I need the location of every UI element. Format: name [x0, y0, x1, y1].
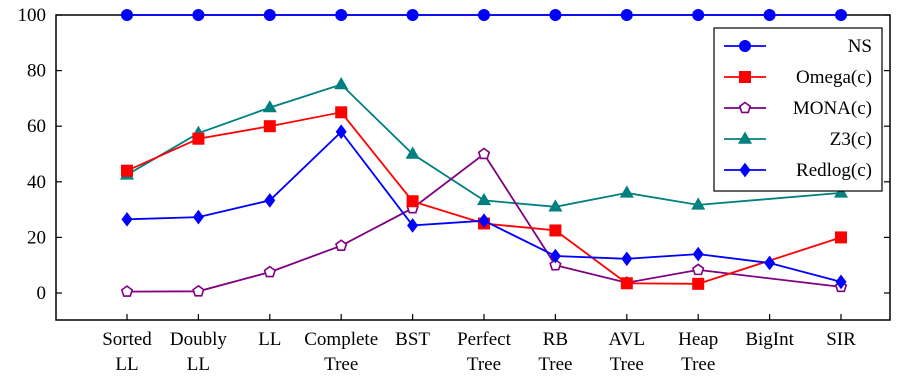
x-tick-label: Tree [681, 354, 715, 375]
point-mona-c [263, 265, 276, 278]
point-mona-c [192, 284, 205, 297]
point-ns [692, 9, 705, 21]
legend-label-redlog-c: Redlog(c) [796, 160, 872, 181]
y-tick-label: 0 [37, 283, 47, 304]
point-ns [835, 9, 847, 21]
x-tick-label: Tree [538, 354, 572, 375]
x-tick-label: LL [258, 329, 281, 350]
point-ns [549, 9, 562, 21]
series-line-z3-c [126, 83, 842, 208]
point-redlog-c [264, 193, 276, 208]
point-mona-c [120, 285, 134, 297]
point-ns [763, 9, 776, 21]
x-tick-label: BigInt [745, 329, 794, 350]
point-redlog-c [764, 255, 776, 271]
point-redlog-c [621, 251, 633, 267]
point-omega-c [549, 224, 562, 237]
point-z3-c [833, 185, 849, 198]
point-omega-c [406, 195, 419, 208]
point-mona-c [692, 263, 705, 276]
y-tick-label: 100 [18, 5, 47, 26]
point-omega-c [263, 120, 276, 133]
point-z3-c [334, 76, 349, 90]
point-omega-c [192, 132, 205, 145]
point-ns [478, 9, 490, 21]
x-tick-label: RB [543, 329, 568, 350]
x-tick-label: LL [115, 354, 138, 375]
point-omega-c [620, 277, 633, 290]
legend-marker-omega-c [739, 71, 751, 83]
legend-label-mona-c: MONA(c) [793, 98, 872, 119]
point-ns [620, 9, 633, 21]
legend-marker-mona-c [738, 101, 752, 114]
point-ns [263, 9, 276, 21]
x-tick-label: Complete [304, 329, 378, 350]
point-redlog-c [478, 213, 490, 229]
x-tick-label: Tree [467, 354, 501, 375]
point-z3-c [262, 100, 277, 113]
point-z3-c [619, 185, 634, 198]
point-omega-c [121, 164, 133, 177]
point-mona-c [335, 239, 348, 251]
point-ns [335, 9, 348, 21]
x-tick-label: Doubly [170, 329, 228, 350]
point-ns [406, 9, 419, 21]
x-tick-label: BST [395, 329, 430, 350]
point-ns [192, 9, 205, 21]
point-z3-c [691, 197, 706, 210]
point-redlog-c [335, 124, 347, 140]
point-omega-c [335, 106, 348, 119]
series-line-mona-c [126, 152, 842, 293]
x-tick-label: LL [187, 354, 210, 375]
point-redlog-c [121, 211, 133, 227]
legend-label-omega-c: Omega(c) [796, 67, 872, 88]
series-line-omega-c [126, 111, 842, 285]
point-z3-c [548, 199, 563, 212]
point-z3-c [476, 192, 492, 206]
x-tick-label: Tree [324, 354, 358, 375]
point-redlog-c [692, 246, 704, 262]
point-redlog-c [192, 209, 204, 225]
point-mona-c [477, 147, 491, 160]
x-tick-label: Tree [610, 354, 644, 375]
legend-marker-ns [739, 40, 751, 52]
legend-marker-z3-c [737, 131, 753, 144]
y-tick-label: 40 [27, 172, 46, 193]
x-tick-label: SIR [826, 329, 856, 350]
x-tick-label: AVL [608, 329, 645, 350]
point-redlog-c [407, 218, 419, 233]
x-tick-label: Perfect [457, 329, 512, 350]
legend-marker-redlog-c [739, 162, 751, 178]
point-omega-c [835, 231, 847, 244]
x-tick-label: Sorted [102, 329, 152, 350]
legend-label-z3-c: Z3(c) [830, 129, 872, 150]
point-redlog-c [835, 274, 847, 290]
y-tick-label: 20 [27, 227, 46, 248]
point-ns [121, 9, 133, 21]
y-tick-label: 80 [27, 61, 46, 82]
point-z3-c [405, 146, 420, 159]
legend-label-ns: NS [848, 36, 872, 57]
point-omega-c [692, 277, 705, 290]
x-tick-label: Heap [678, 329, 718, 350]
y-tick-label: 60 [27, 116, 46, 137]
point-mona-c [549, 258, 562, 271]
point-redlog-c [549, 248, 561, 264]
